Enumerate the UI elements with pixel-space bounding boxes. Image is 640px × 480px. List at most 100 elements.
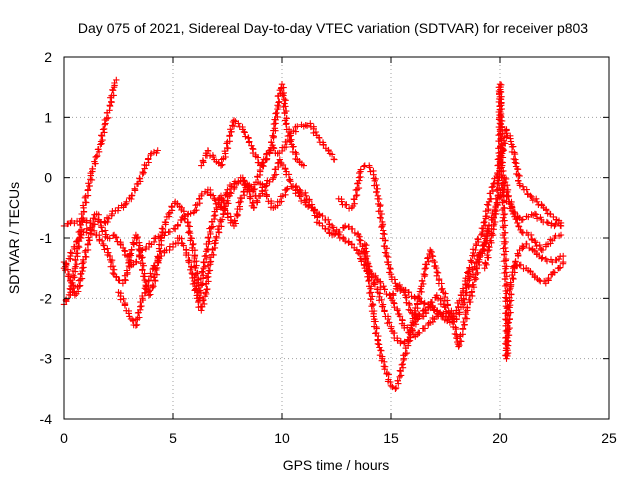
data-point <box>493 200 501 208</box>
data-point <box>279 161 287 169</box>
data-point <box>75 288 82 295</box>
data-point <box>381 231 388 238</box>
data-point <box>495 191 502 199</box>
data-point <box>424 254 432 261</box>
data-point <box>336 234 343 242</box>
data-point <box>185 222 192 230</box>
data-point <box>198 190 205 198</box>
data-point <box>98 224 105 231</box>
data-point <box>320 141 327 149</box>
data-point <box>137 246 144 254</box>
data-point <box>396 373 403 380</box>
data-point <box>158 252 165 260</box>
y-tick-label: -4 <box>40 411 53 427</box>
data-point <box>287 178 294 185</box>
data-point <box>455 304 462 311</box>
data-point <box>494 201 501 209</box>
data-point <box>279 91 286 98</box>
data-point <box>205 234 212 242</box>
data-point <box>488 184 495 191</box>
data-point <box>560 258 567 266</box>
data-point <box>365 270 372 277</box>
data-point <box>509 210 517 218</box>
data-point <box>76 221 84 229</box>
data-point <box>536 241 543 249</box>
data-point <box>315 134 323 141</box>
data-point <box>349 225 356 233</box>
data-point <box>259 187 266 195</box>
data-point <box>240 177 248 184</box>
data-point <box>376 214 384 221</box>
data-point <box>138 254 145 262</box>
data-point <box>510 155 517 163</box>
data-point <box>76 283 83 290</box>
data-point <box>252 192 259 199</box>
data-point <box>199 157 207 164</box>
x-tick-label: 15 <box>383 430 399 446</box>
data-point <box>428 252 436 259</box>
data-point <box>282 143 290 151</box>
data-point <box>338 198 345 205</box>
data-point <box>505 193 512 200</box>
data-point <box>149 266 156 273</box>
data-point <box>547 211 554 218</box>
data-point <box>306 202 313 209</box>
data-point <box>479 228 486 236</box>
data-point <box>152 277 159 285</box>
data-point <box>539 246 547 254</box>
data-point <box>514 165 521 173</box>
data-point <box>415 315 422 322</box>
data-point <box>520 243 527 251</box>
data-point <box>206 238 213 245</box>
data-point <box>72 257 79 264</box>
data-point <box>474 235 481 243</box>
data-point <box>133 321 141 328</box>
series-track-d <box>60 147 161 299</box>
data-point <box>512 215 519 223</box>
data-point <box>236 203 243 210</box>
series-track-f <box>198 81 307 169</box>
data-point <box>121 302 129 309</box>
data-point <box>555 255 563 263</box>
data-point <box>113 76 120 84</box>
data-point <box>86 182 93 190</box>
data-point <box>451 330 459 338</box>
data-point <box>373 188 380 195</box>
data-point <box>281 110 288 117</box>
data-point <box>219 210 227 218</box>
data-point <box>501 240 508 247</box>
data-point <box>433 264 440 272</box>
data-point <box>461 321 468 329</box>
data-point <box>498 105 505 113</box>
data-point <box>293 182 300 190</box>
data-point <box>408 293 415 300</box>
data-point <box>226 132 233 139</box>
data-point <box>271 171 278 179</box>
data-point <box>282 97 289 104</box>
data-point <box>98 132 105 139</box>
data-point <box>302 192 310 199</box>
chart-title: Day 075 of 2021, Sidereal Day-to-day VTE… <box>78 20 588 36</box>
y-tick-label: 1 <box>44 109 52 125</box>
data-point <box>528 193 535 201</box>
data-point <box>281 100 288 107</box>
data-point <box>148 150 155 157</box>
data-point <box>496 120 504 127</box>
data-point <box>386 319 393 326</box>
data-point <box>84 240 92 248</box>
data-point <box>395 283 402 290</box>
data-point <box>453 325 460 333</box>
data-point <box>298 191 305 198</box>
data-point <box>185 257 192 264</box>
data-point <box>300 162 307 169</box>
data-point <box>192 264 199 272</box>
data-point <box>391 276 398 283</box>
data-point <box>409 327 416 334</box>
data-point <box>365 277 372 285</box>
series-track-h <box>335 162 458 324</box>
data-point <box>112 233 119 241</box>
data-point <box>285 171 293 178</box>
data-point <box>200 272 207 279</box>
data-point <box>139 168 146 176</box>
data-point <box>102 227 109 234</box>
